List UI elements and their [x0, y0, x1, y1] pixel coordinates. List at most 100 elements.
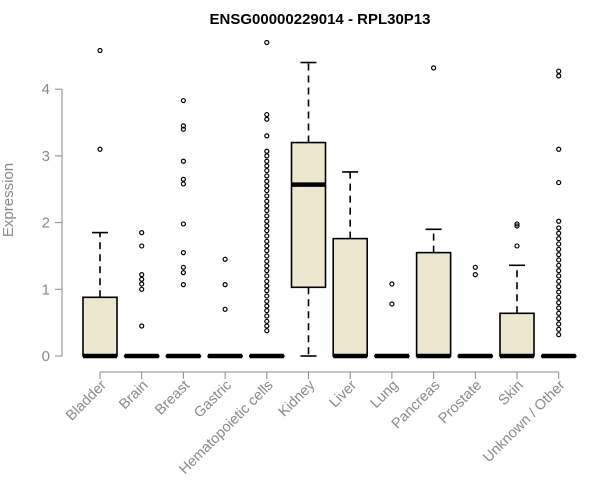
outlier-point: [139, 243, 145, 249]
outlier-point: [180, 250, 186, 256]
outlier-point: [556, 326, 562, 332]
outlier-point: [264, 187, 270, 194]
box-hematopoietic-cells: [249, 39, 285, 359]
outlier-point: [264, 303, 270, 309]
outlier-point: [556, 218, 562, 224]
outlier-point: [180, 282, 186, 288]
outlier-point: [180, 221, 186, 227]
outlier-point: [264, 183, 270, 189]
outlier-point: [556, 236, 562, 242]
outlier-point: [556, 273, 562, 279]
box-kidney: [290, 61, 327, 357]
outlier-point: [264, 248, 270, 254]
box-body: [499, 312, 535, 357]
outlier-point: [180, 181, 186, 187]
outlier-point: [556, 241, 562, 247]
outlier-point: [264, 263, 270, 269]
outlier-point: [264, 158, 270, 164]
box-body: [332, 237, 369, 357]
outlier-point: [556, 262, 562, 268]
outlier-point: [264, 218, 270, 224]
x-tick-label: Brain: [116, 378, 151, 413]
x-tick-label: Breast: [152, 378, 193, 419]
outlier-point: [180, 158, 186, 164]
box-liver: [332, 171, 369, 359]
outlier-point: [264, 273, 270, 279]
outlier-point: [264, 278, 270, 284]
outlier-point: [514, 243, 520, 249]
box-brain: [123, 230, 160, 359]
outlier-point: [389, 301, 395, 307]
outlier-point: [264, 318, 270, 324]
outlier-point: [264, 193, 270, 199]
y-tick-label: 4: [42, 81, 50, 98]
outlier-point: [139, 272, 145, 278]
outlier-point: [180, 97, 186, 104]
outlier-point: [556, 321, 562, 327]
y-tick-label: 0: [42, 348, 50, 365]
outlier-point: [556, 284, 562, 290]
outlier-point: [139, 281, 145, 287]
outlier-point: [264, 243, 270, 249]
outlier-point: [180, 264, 186, 270]
outlier-point: [97, 146, 103, 152]
chart-title: ENSG00000229014 - RPL30P13: [210, 11, 431, 28]
outlier-point: [556, 252, 562, 258]
outlier-point: [264, 328, 270, 334]
outlier-point: [556, 305, 562, 311]
y-tick-label: 2: [42, 215, 50, 232]
outlier-point: [264, 293, 270, 299]
x-tick-label: Skin: [496, 378, 527, 409]
outlier-point: [264, 233, 270, 239]
x-tick-label: Bladder: [63, 377, 110, 424]
outlier-point: [180, 126, 186, 132]
outlier-point: [472, 264, 478, 270]
x-tick-label: Lung: [368, 378, 402, 412]
outlier-point: [180, 270, 186, 276]
outlier-point: [264, 308, 270, 314]
outlier-point: [180, 176, 186, 182]
outlier-point: [556, 246, 562, 252]
box-bladder: [82, 47, 118, 359]
outlier-point: [431, 65, 437, 71]
box-body: [290, 141, 327, 289]
outlier-point: [264, 223, 270, 229]
y-tick-label: 1: [42, 281, 50, 298]
outlier-point: [264, 163, 270, 169]
x-tick-label: Prostate: [436, 378, 485, 427]
outlier-point: [264, 238, 270, 244]
outlier-point: [264, 178, 270, 184]
x-tick-label: Kidney: [276, 377, 319, 420]
outlier-point: [472, 272, 478, 278]
outlier-point: [556, 179, 562, 186]
outlier-point: [264, 313, 270, 319]
box-body: [415, 251, 452, 357]
box-breast: [165, 97, 202, 359]
outlier-point: [264, 283, 270, 289]
outlier-point: [556, 316, 562, 322]
outlier-point: [264, 288, 270, 294]
box-lung: [374, 281, 410, 359]
outlier-point: [514, 223, 520, 229]
outlier-point: [264, 173, 270, 179]
box-skin: [499, 221, 535, 359]
box-prostate: [457, 264, 494, 359]
outlier-point: [264, 253, 270, 259]
outlier-point: [222, 306, 228, 312]
outlier-point: [139, 276, 145, 282]
outlier-point: [556, 310, 562, 316]
outlier-point: [556, 225, 562, 231]
box-body: [82, 296, 118, 357]
boxes-group: [82, 39, 577, 359]
outlier-point: [556, 300, 562, 306]
outlier-point: [139, 286, 145, 292]
outlier-point: [264, 153, 270, 159]
outlier-point: [264, 116, 270, 122]
outlier-point: [180, 123, 186, 129]
outlier-point: [264, 258, 270, 264]
y-axis: 0 1 2 3 4: [42, 81, 63, 365]
box-unknown-other: [540, 68, 577, 359]
outlier-point: [556, 268, 562, 274]
outlier-point: [264, 207, 270, 214]
